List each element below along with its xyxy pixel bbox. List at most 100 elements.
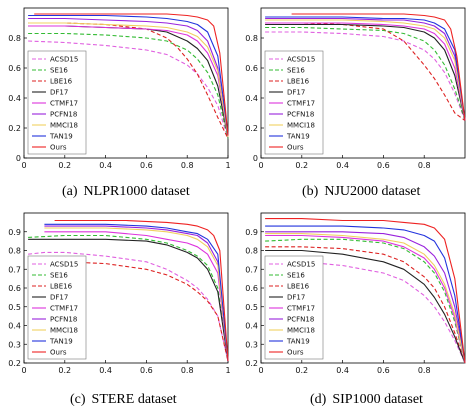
caption-letter: (a) [62,184,78,199]
x-tick-label: 0.4 [336,366,349,375]
x-tick-label: 1 [225,161,230,170]
legend-label: SE16 [287,272,305,280]
series-line-tan19 [28,14,229,136]
legend-label: TAN19 [49,133,73,141]
legend-label: ACSD15 [50,56,78,64]
caption-letter: (c) [70,392,86,407]
series-line-tan19 [265,225,466,364]
legend-label: CTMF17 [287,100,315,108]
x-tick-label: 0.4 [336,161,349,170]
series-line-df17 [28,238,229,362]
caption-letter: (d) [310,392,327,407]
legend-label: LBE16 [50,78,73,86]
legend-label: TAN19 [286,338,310,346]
legend-label: ACSD15 [50,261,78,269]
series-line-lbe16 [265,22,466,121]
series-line-se16 [265,26,466,121]
x-tick-label: 0.8 [181,366,194,375]
series-line-pcfn18 [265,17,466,121]
series-line-ours [54,219,229,362]
y-tick-label: 0.8 [8,34,21,43]
x-tick-label: 0.4 [99,161,112,170]
series-line-lbe16 [28,261,229,362]
caption-text: NLPR1000 dataset [83,184,190,199]
x-tick-label: 0.8 [181,161,194,170]
x-tick-label: 0.8 [418,366,431,375]
y-tick-label: 0.8 [245,247,258,256]
series-line-mmci18 [265,233,466,364]
series-line-df17 [265,23,466,121]
legend-label: DF17 [50,294,68,302]
legend-label: PCFN18 [287,111,314,119]
caption-d: (d) SIP1000 dataset [310,392,423,408]
legend-label: Ours [287,144,304,152]
y-tick-label: 0.5 [245,303,258,312]
series-line-acsd15 [28,251,229,362]
series-line-tan19 [265,16,466,121]
y-tick-label: 0.7 [245,265,258,274]
chart-panel-c: 0 0.2 0.4 0.6 0.8 1 0.2 0.3 0.4 0.5 0.6 0.7 0.8 0.9 AC… [0,205,237,385]
chart-panel-a: 0 0.2 0.4 0.6 0.8 1 0 0.2 0.4 0.6 0.8 ACSD15 SE16 LBE… [0,0,237,180]
legend-label: ACSD15 [287,56,315,64]
series-line-mmci18 [265,19,466,121]
y-tick-label: 0.6 [245,284,258,293]
series-line-se16 [28,32,229,139]
legend-label: CTMF17 [287,305,315,313]
x-tick-label: 0 [21,161,26,170]
series-line-lbe16 [265,246,466,364]
series-line-ctmf17 [44,231,229,362]
legend-label: LBE16 [287,78,310,86]
legend-label: ACSD15 [287,261,315,269]
y-tick-label: 0.4 [245,322,258,331]
chart-svg: 0 0.2 0.4 0.6 0.80.20.30.40.50.60.70.80.9ACS… [245,212,466,375]
y-tick-label: 0.3 [245,340,258,349]
x-tick-label: 0 [258,161,263,170]
legend-label: PCFN18 [50,111,77,119]
x-tick-label: 0.2 [58,161,71,170]
y-tick-label: 0.8 [245,34,258,43]
series-line-pcfn18 [44,225,229,362]
caption-text: NJU2000 dataset [324,184,421,199]
y-tick-label: 0.4 [245,94,258,103]
y-tick-label: 0 [16,154,21,163]
x-tick-label: 0.2 [295,161,308,170]
y-tick-label: 0.4 [8,94,21,103]
legend-label: MMCI18 [50,327,78,335]
series-line-se16 [28,234,229,362]
x-tick-label: 0.6 [377,366,390,375]
x-tick-label: 0.2 [58,366,71,375]
y-tick-label: 0.2 [8,124,21,133]
y-tick-label: 0.6 [8,64,21,73]
legend-label: PCFN18 [50,316,77,324]
series-line-ours [265,218,466,364]
legend-label: MMCI18 [287,122,315,130]
x-tick-label: 0 [21,366,26,375]
chart-svg: 0 0.2 0.4 0.6 0.8 10.20.30.40.50.60.70.80.9AC… [8,212,231,375]
x-tick-label: 0.6 [140,161,153,170]
y-tick-label: 0.9 [245,228,258,237]
legend-label: DF17 [287,294,305,302]
chart-panel-b: 0 0.2 0.4 0.6 0.8 0 0.2 0.4 0.6 0.8 ACSD15 SE16 LBE1… [237,0,474,180]
series-line-tan19 [44,223,229,362]
legend-label: DF17 [287,89,305,97]
series-line-ctmf17 [265,22,466,121]
x-tick-label: 0.4 [99,366,112,375]
series-line-ours [34,13,229,136]
x-tick-label: 0.6 [377,161,390,170]
legend-label: LBE16 [287,283,310,291]
plot-frame [260,7,466,159]
chart-svg: 0 0.2 0.4 0.6 0.8 0 0.2 0.4 0.6 0.8 ACSD15 SE16 LBE1… [245,7,466,170]
series-line-mmci18 [44,227,229,362]
series-line-ctmf17 [265,234,466,364]
legend-label: DF17 [50,89,68,97]
legend-label: SE16 [50,67,68,75]
legend-label: CTMF17 [50,305,78,313]
y-tick-label: 0.3 [8,340,21,349]
y-tick-label: 0.5 [8,303,21,312]
x-tick-label: 0.8 [418,161,431,170]
y-tick-label: 0.2 [245,124,258,133]
legend-label: LBE16 [50,283,73,291]
legend-label: PCFN18 [287,316,314,324]
x-tick-label: 0.6 [140,366,153,375]
